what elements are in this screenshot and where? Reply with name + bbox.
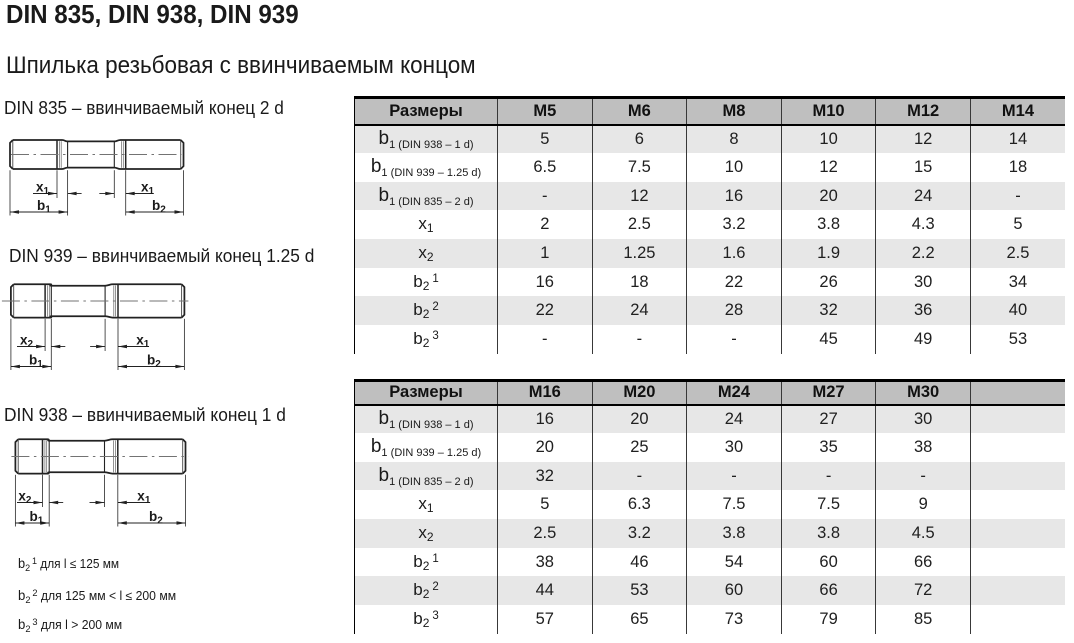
svg-text:x1: x1: [36, 179, 50, 197]
svg-text:x1: x1: [137, 488, 151, 506]
svg-text:b2: b2: [147, 352, 161, 370]
svg-text:b1: b1: [37, 198, 51, 216]
svg-text:x1: x1: [136, 332, 150, 350]
svg-text:x2: x2: [18, 488, 32, 506]
svg-text:b1: b1: [30, 509, 44, 527]
svg-text:b2: b2: [149, 509, 163, 527]
svg-text:x1: x1: [141, 179, 155, 197]
svg-text:x2: x2: [20, 332, 34, 350]
svg-text:b2: b2: [152, 198, 166, 216]
svg-text:b1: b1: [29, 352, 43, 370]
